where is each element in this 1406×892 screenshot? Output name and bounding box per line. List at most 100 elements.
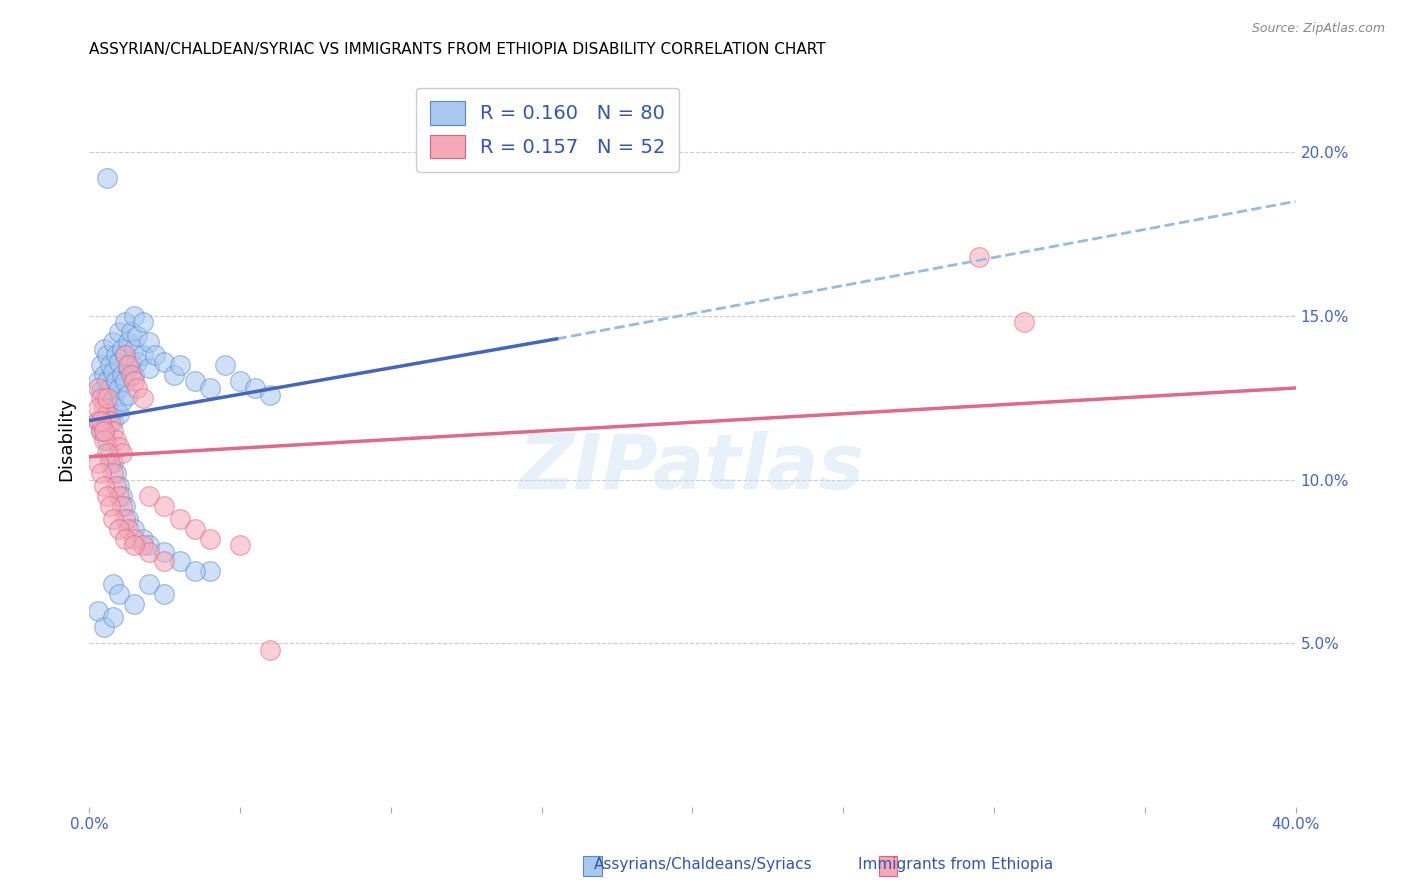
Point xyxy=(96,407,118,421)
Point xyxy=(90,424,112,438)
Point xyxy=(96,434,118,448)
Point xyxy=(108,440,131,454)
Point xyxy=(117,358,139,372)
Text: Immigrants from Ethiopia: Immigrants from Ethiopia xyxy=(859,857,1053,872)
Point xyxy=(93,620,115,634)
Point xyxy=(138,489,160,503)
Point xyxy=(111,368,134,382)
Point xyxy=(967,250,990,264)
Point xyxy=(108,479,131,493)
Point xyxy=(198,381,221,395)
Point xyxy=(259,387,281,401)
Point xyxy=(153,355,176,369)
Point xyxy=(105,466,128,480)
Point xyxy=(124,522,146,536)
Point xyxy=(153,499,176,513)
Point xyxy=(93,342,115,356)
Point xyxy=(1012,316,1035,330)
Point xyxy=(93,434,115,448)
Point xyxy=(120,326,142,340)
Point xyxy=(108,489,131,503)
Point xyxy=(87,456,110,470)
Point xyxy=(127,381,149,395)
Point xyxy=(103,365,125,379)
Point xyxy=(183,522,205,536)
Point xyxy=(90,384,112,399)
Point xyxy=(153,554,176,568)
Point xyxy=(124,375,146,389)
Point xyxy=(90,424,112,438)
Point xyxy=(90,414,112,428)
Point xyxy=(98,358,121,372)
Point xyxy=(103,466,125,480)
Point xyxy=(93,424,115,438)
Point xyxy=(169,512,191,526)
Point xyxy=(105,348,128,362)
Text: ASSYRIAN/CHALDEAN/SYRIAC VS IMMIGRANTS FROM ETHIOPIA DISABILITY CORRELATION CHAR: ASSYRIAN/CHALDEAN/SYRIAC VS IMMIGRANTS F… xyxy=(89,42,825,57)
Point xyxy=(90,391,112,405)
Point xyxy=(108,587,131,601)
Point xyxy=(259,643,281,657)
Point xyxy=(198,532,221,546)
Point xyxy=(132,348,155,362)
Point xyxy=(111,446,134,460)
Point xyxy=(98,414,121,428)
Point xyxy=(93,479,115,493)
Point xyxy=(96,171,118,186)
Point xyxy=(124,368,146,382)
Point xyxy=(93,368,115,382)
Legend: R = 0.160   N = 80, R = 0.157   N = 52: R = 0.160 N = 80, R = 0.157 N = 52 xyxy=(416,87,679,172)
Point xyxy=(114,532,136,546)
Point xyxy=(132,532,155,546)
Point xyxy=(124,532,146,546)
Point xyxy=(87,375,110,389)
Point xyxy=(96,446,118,460)
Point xyxy=(127,328,149,343)
Point xyxy=(132,316,155,330)
Point xyxy=(87,381,110,395)
Point xyxy=(93,424,115,438)
Point xyxy=(111,342,134,356)
Point xyxy=(124,538,146,552)
Point xyxy=(103,414,125,428)
Point xyxy=(98,446,121,460)
Point xyxy=(120,355,142,369)
Point xyxy=(114,375,136,389)
Point xyxy=(114,348,136,362)
Point xyxy=(127,355,149,369)
Point xyxy=(114,316,136,330)
Point xyxy=(162,368,184,382)
Point xyxy=(103,512,125,526)
Point xyxy=(105,479,128,493)
Point xyxy=(87,414,110,428)
Point xyxy=(96,401,118,415)
Point xyxy=(105,401,128,415)
Point xyxy=(153,544,176,558)
Point xyxy=(93,401,115,415)
Point xyxy=(98,407,121,421)
Point xyxy=(243,381,266,395)
Point xyxy=(117,335,139,350)
Point xyxy=(108,381,131,395)
Point xyxy=(198,564,221,578)
Point xyxy=(117,512,139,526)
Point xyxy=(98,499,121,513)
Point xyxy=(87,401,110,415)
Point xyxy=(138,335,160,350)
Point xyxy=(138,577,160,591)
Point xyxy=(138,361,160,376)
Point xyxy=(103,577,125,591)
Point xyxy=(132,538,155,552)
Text: ZIPatlas: ZIPatlas xyxy=(519,431,865,505)
Point xyxy=(108,407,131,421)
Point xyxy=(132,391,155,405)
Point xyxy=(96,348,118,362)
Point xyxy=(93,391,115,405)
Point xyxy=(138,544,160,558)
Point xyxy=(117,361,139,376)
Point xyxy=(108,522,131,536)
Point xyxy=(96,391,118,405)
Point xyxy=(153,587,176,601)
Point xyxy=(124,342,146,356)
Point xyxy=(96,489,118,503)
